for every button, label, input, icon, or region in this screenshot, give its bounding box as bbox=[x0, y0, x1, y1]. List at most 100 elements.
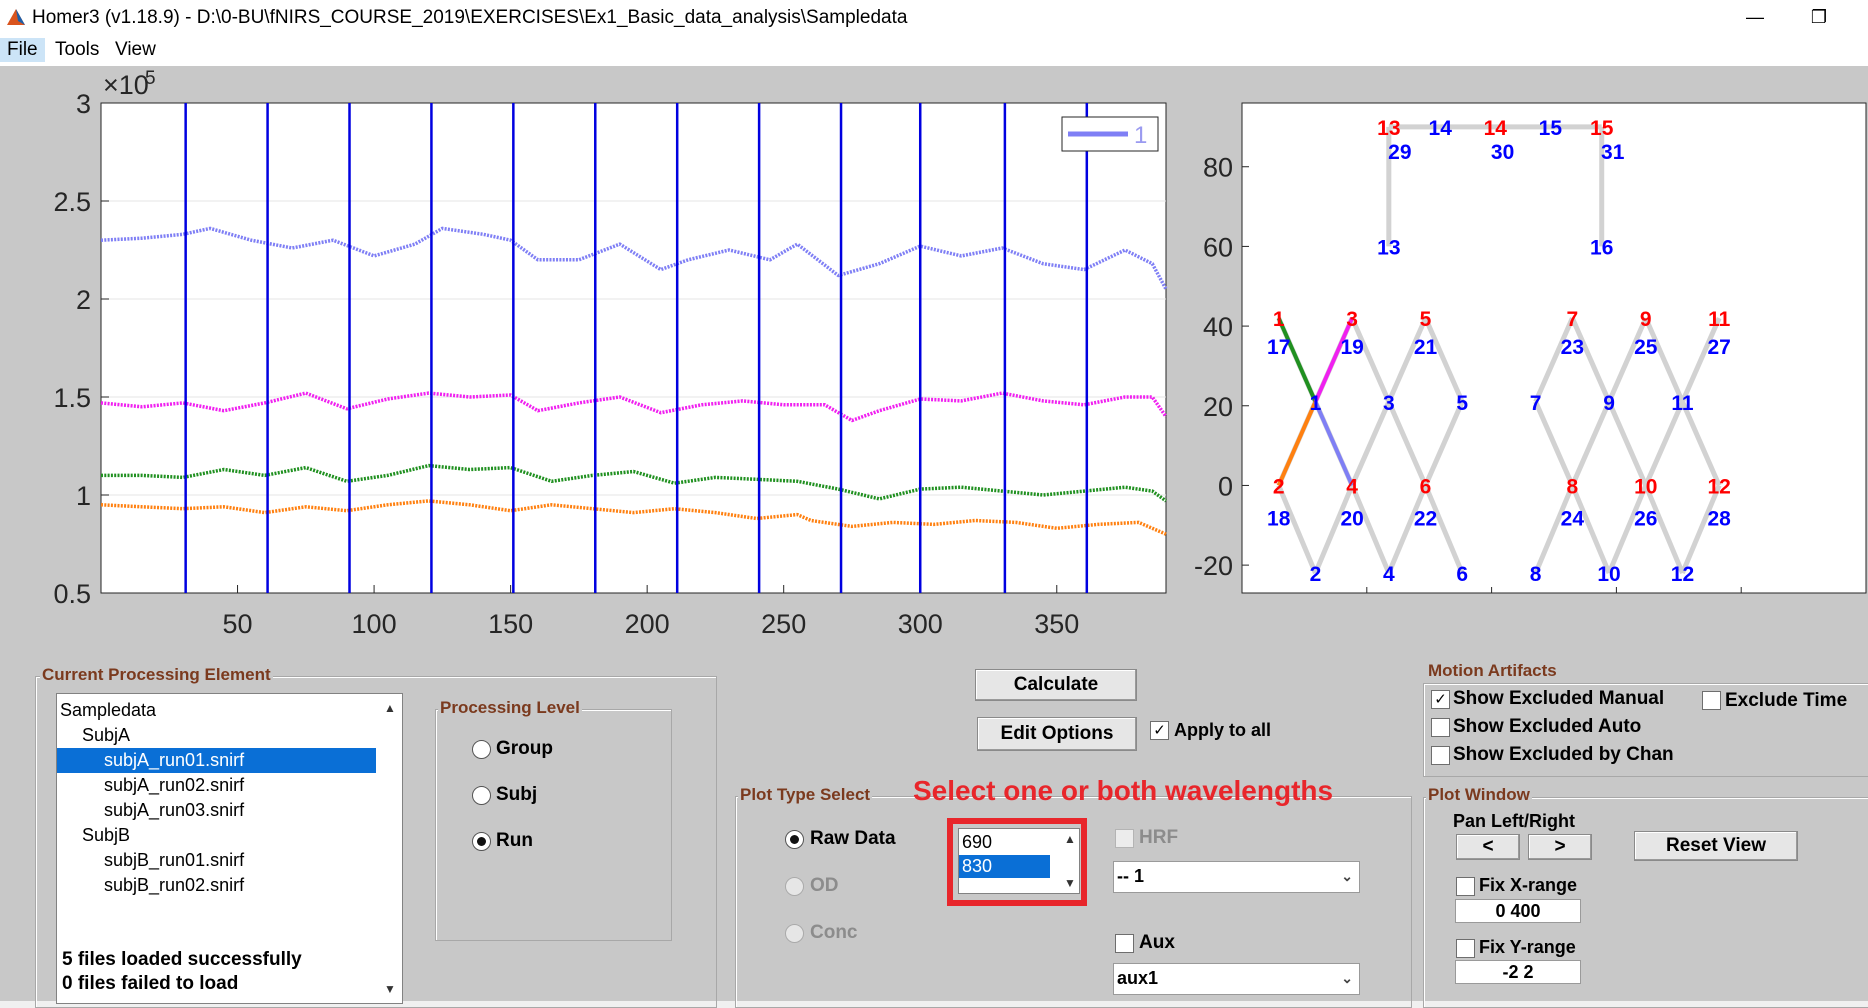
tree-item[interactable]: subjA_run03.snirf bbox=[104, 800, 245, 820]
plot-type-radio-od[interactable] bbox=[785, 877, 804, 896]
probe-channel-link bbox=[1276, 484, 1318, 575]
source-label: 12 bbox=[1707, 475, 1730, 498]
menu-file[interactable]: File bbox=[0, 38, 45, 62]
menu-tools[interactable]: Tools bbox=[55, 39, 100, 60]
edit-options-button[interactable]: Edit Options bbox=[977, 717, 1137, 751]
show-excluded-by-chan-checkbox[interactable] bbox=[1431, 746, 1450, 765]
fix-y-range-checkbox[interactable] bbox=[1456, 939, 1475, 958]
selected-channel-link bbox=[1313, 317, 1354, 403]
tree-item[interactable]: subjA_run01.snirf bbox=[57, 748, 376, 773]
menu-bar: File Tools View bbox=[0, 34, 1868, 66]
processing-level-radio-group[interactable] bbox=[472, 740, 491, 759]
probe-channel-link bbox=[1570, 484, 1612, 575]
source-label: 3 bbox=[1346, 308, 1358, 331]
chevron-down-icon: ⌄ bbox=[1341, 970, 1353, 986]
detector-label: 20 bbox=[1340, 507, 1363, 530]
y-tick-label: 2.5 bbox=[53, 187, 91, 217]
processing-level-radio-run[interactable] bbox=[472, 832, 491, 851]
tree-item[interactable]: subjB_run02.snirf bbox=[104, 875, 245, 895]
detector-label: 2 bbox=[1310, 563, 1322, 586]
probe-channel-link bbox=[1423, 400, 1465, 487]
y-range-input[interactable]: -2 2 bbox=[1455, 960, 1581, 984]
calculate-button[interactable]: Calculate bbox=[975, 669, 1137, 701]
source-label: 13 bbox=[1377, 117, 1400, 140]
x-range-input[interactable]: 0 400 bbox=[1455, 899, 1581, 923]
aux-checkbox[interactable] bbox=[1115, 934, 1134, 953]
title-bar: Homer3 (v1.18.9) - D:\0-BU\fNIRS_COURSE_… bbox=[0, 0, 1868, 34]
apply-to-all-label: Apply to all bbox=[1174, 720, 1272, 740]
detector-label: 19 bbox=[1340, 336, 1363, 359]
probe-channel-link bbox=[1349, 484, 1392, 575]
exclude-time-checkbox[interactable] bbox=[1702, 691, 1721, 710]
probe-channel-link bbox=[1533, 400, 1575, 487]
current-processing-element-title: Current Processing Element bbox=[40, 665, 273, 685]
x-tick-label: 300 bbox=[898, 609, 943, 639]
detector-label: 17 bbox=[1267, 336, 1290, 359]
aux-label: Aux bbox=[1139, 932, 1175, 953]
source-label: 1 bbox=[1273, 308, 1285, 331]
detector-label: 10 bbox=[1597, 563, 1620, 586]
fix-x-range-label: Fix X-range bbox=[1479, 875, 1578, 895]
y-tick-label: 1 bbox=[76, 481, 91, 511]
probe-channel-link bbox=[1643, 400, 1685, 487]
show-excluded-auto-checkbox[interactable] bbox=[1431, 718, 1450, 737]
menu-view[interactable]: View bbox=[115, 39, 156, 60]
source-label: 10 bbox=[1634, 475, 1657, 498]
probe-channel-link bbox=[1606, 484, 1649, 575]
y-tick-label: 60 bbox=[1203, 232, 1233, 262]
aux-dropdown-value: aux1 bbox=[1117, 968, 1159, 988]
detector-label: 24 bbox=[1561, 507, 1585, 530]
pan-left-right-label: Pan Left/Right bbox=[1453, 811, 1575, 831]
selected-channel-link bbox=[1276, 400, 1318, 487]
tree-item[interactable]: subjA_run02.snirf bbox=[104, 775, 245, 795]
hrf-checkbox[interactable] bbox=[1115, 829, 1134, 848]
pan-left-button[interactable]: < bbox=[1456, 834, 1520, 860]
processing-level-title: Processing Level bbox=[438, 698, 582, 718]
scroll-down-icon[interactable]: ▼ bbox=[384, 982, 396, 996]
probe-channel-link bbox=[1313, 484, 1355, 575]
wavelength-item[interactable]: 690 bbox=[962, 832, 993, 852]
hrf-dropdown[interactable]: -- 1 ⌄ bbox=[1113, 861, 1360, 893]
source-label: 15 bbox=[1590, 117, 1614, 140]
tree-item[interactable]: SubjB bbox=[82, 825, 131, 845]
tree-item[interactable]: SubjA bbox=[82, 725, 131, 745]
wavelength-item[interactable]: 830 bbox=[959, 855, 1050, 878]
processing-element-tree[interactable]: Sampledata SubjA subjA_run01.snirf subjA_ru… bbox=[56, 693, 403, 1004]
scroll-up-icon[interactable]: ▲ bbox=[1064, 832, 1076, 846]
detector-label: 26 bbox=[1634, 507, 1657, 530]
scroll-up-icon[interactable]: ▲ bbox=[384, 701, 396, 715]
x-tick-label: 100 bbox=[352, 609, 397, 639]
x-tick-label: 200 bbox=[625, 609, 670, 639]
pan-right-button[interactable]: > bbox=[1528, 834, 1592, 860]
aux-dropdown[interactable]: aux1 ⌄ bbox=[1113, 963, 1360, 995]
detector-label: 3 bbox=[1383, 392, 1395, 415]
plot-type-radio-conc[interactable] bbox=[785, 924, 804, 943]
restore-icon[interactable]: ❐ bbox=[1810, 7, 1828, 27]
show-excluded-manual-checkbox[interactable]: ✓ bbox=[1431, 690, 1450, 709]
source-label: 6 bbox=[1420, 475, 1432, 498]
exponent-label: ×10 bbox=[103, 70, 149, 100]
minimize-icon[interactable]: — bbox=[1746, 7, 1764, 27]
scroll-down-icon[interactable]: ▼ bbox=[1064, 876, 1076, 890]
source-label: 5 bbox=[1420, 308, 1432, 331]
reset-view-button[interactable]: Reset View bbox=[1634, 831, 1798, 861]
plot-type-radio-raw-data[interactable] bbox=[785, 830, 804, 849]
detector-label: 12 bbox=[1671, 563, 1694, 586]
tree-item[interactable]: Sampledata bbox=[60, 700, 157, 720]
homer3-app-icon bbox=[7, 9, 25, 25]
y-tick-label: -20 bbox=[1194, 551, 1233, 581]
probe-channel-link bbox=[1680, 317, 1722, 403]
wavelength-listbox[interactable]: 690 830 ▲ ▼ bbox=[958, 828, 1080, 894]
fix-x-range-checkbox[interactable] bbox=[1456, 877, 1475, 896]
source-label: 14 bbox=[1484, 117, 1508, 140]
source-label: 4 bbox=[1346, 475, 1358, 498]
show-excluded-auto-label: Show Excluded Auto bbox=[1453, 716, 1642, 737]
plot-type-label: Conc bbox=[810, 922, 858, 943]
tree-item[interactable]: subjB_run01.snirf bbox=[104, 850, 245, 870]
x-tick-label: 350 bbox=[1034, 609, 1079, 639]
processing-level-radio-subj[interactable] bbox=[472, 786, 491, 805]
apply-to-all-checkbox[interactable]: ✓ bbox=[1150, 721, 1169, 740]
plot-type-label: OD bbox=[810, 875, 839, 896]
